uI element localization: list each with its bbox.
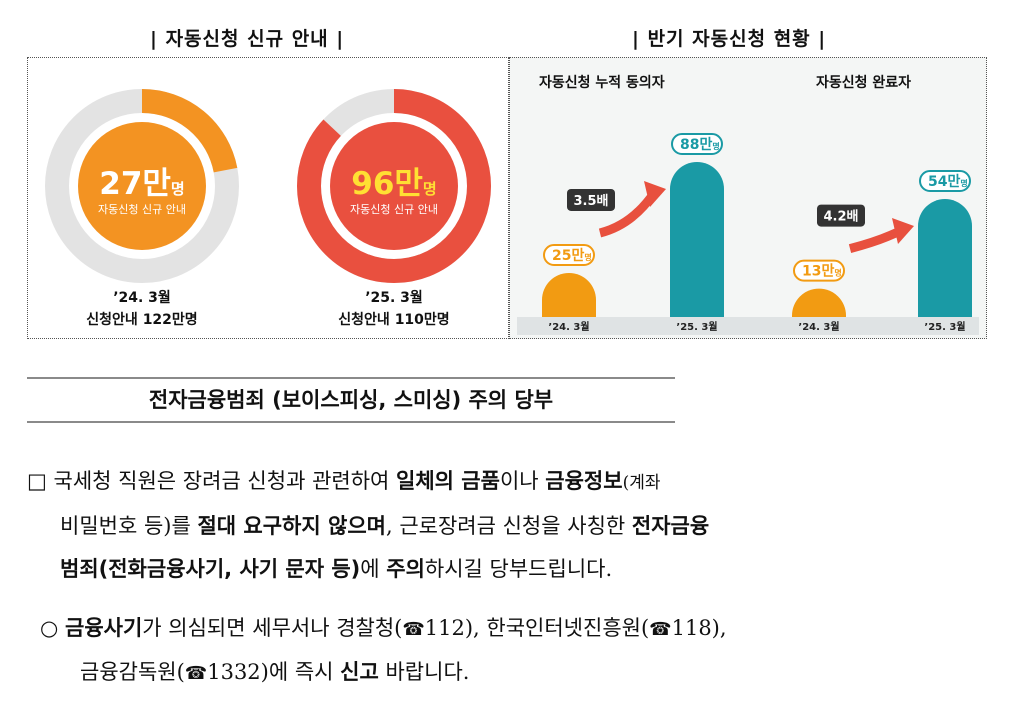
square-bullet-icon: □ bbox=[27, 469, 47, 493]
growth-badge-label: 4.2배 bbox=[824, 209, 859, 225]
bar-value-label: 25만명 bbox=[552, 248, 592, 264]
growth-badge-label: 3.5배 bbox=[574, 193, 609, 209]
donut-2024-caption: ’24. 3월 신청안내 122만명 bbox=[44, 287, 240, 331]
donut-2025-caption: ’25. 3월 신청안내 110만명 bbox=[296, 287, 492, 331]
donut-2025-unit: 명 bbox=[422, 180, 437, 198]
p1-text-1: 국세청 직원은 장려금 신청과 관련하여 bbox=[53, 469, 397, 493]
p1-text-4: 비밀번호 등)를 bbox=[60, 514, 198, 538]
donut-2024-value: 27만 bbox=[99, 166, 171, 202]
p2-text-1: 가 의심되면 세무서나 경찰청( bbox=[142, 616, 403, 640]
bar-value-pill bbox=[543, 243, 595, 266]
p1-bold-2: 금융정보 bbox=[545, 469, 623, 493]
bar-value-label: 88만명 bbox=[680, 137, 720, 153]
donut-2024 bbox=[45, 89, 239, 283]
bar-category-label: ’25. 3월 bbox=[924, 321, 965, 333]
bar bbox=[670, 162, 724, 317]
p2-bold-1: 금융사기 bbox=[65, 616, 143, 640]
growth-arrow-icon bbox=[848, 225, 905, 253]
circle-bullet-icon: ○ bbox=[40, 616, 59, 640]
bar bbox=[542, 272, 596, 317]
donut-2024-caption-date: ’24. 3월 bbox=[113, 290, 171, 306]
bar-value-label: 54만명 bbox=[928, 174, 968, 190]
warning-paragraph-2: ○ 금융사기가 의심되면 세무서나 경찰청(☎112), 한국인터넷진흥원(☎1… bbox=[40, 607, 995, 695]
bar-value-pill bbox=[793, 259, 845, 282]
p1-text-3: (계좌 bbox=[622, 473, 661, 493]
bar-charts: 25만명 ’24. 3월 88만명 ’25. 3월 3.5배 13만명 ’24. 3월 54만… bbox=[517, 133, 979, 335]
p1-bold-1: 일체의 금품 bbox=[396, 469, 500, 493]
phone-icon: ☎ bbox=[402, 619, 425, 640]
donut-2024-unit: 명 bbox=[170, 180, 185, 198]
p1-bold-6: 주의 bbox=[386, 557, 425, 581]
p1-text-7: 하시길 당부드립니다. bbox=[424, 557, 613, 581]
bar-category-label: ’25. 3월 bbox=[676, 321, 717, 333]
donut-2024-center: 27만명 자동신청 신규 안내 bbox=[44, 158, 240, 217]
p2-text-2: 금융감독원( bbox=[80, 660, 185, 684]
p2-bold-2: 신고 bbox=[340, 660, 379, 684]
left-section-title: | 자동신청 신규 안내 | bbox=[150, 28, 345, 50]
growth-badge bbox=[817, 204, 865, 227]
left-section-title-text: 자동신청 신규 안내 bbox=[165, 28, 329, 50]
chart-baseline-strip bbox=[517, 317, 979, 335]
p1-text-5: , 근로장려금 신청을 사칭한 bbox=[385, 514, 632, 538]
donut-2025-caption-total: 신청안내 110만명 bbox=[338, 312, 450, 328]
p1-bold-4: 전자금융 bbox=[631, 514, 710, 538]
p2-text-3: 바랍니다. bbox=[378, 660, 470, 684]
bar bbox=[792, 288, 846, 317]
bar-category-label: ’24. 3월 bbox=[548, 321, 589, 333]
p2-number-3: 1332)에 즉시 bbox=[207, 660, 341, 684]
bar-value-pill bbox=[671, 133, 723, 155]
donut-panel bbox=[27, 57, 509, 339]
p1-text-2: 이나 bbox=[499, 469, 546, 493]
bar bbox=[918, 199, 972, 317]
donut-2025-sub: 자동신청 신규 안내 bbox=[350, 203, 438, 216]
donut-2025-caption-date: ’25. 3월 bbox=[365, 290, 423, 306]
warning-paragraph-1: □ 국세청 직원은 장려금 신청과 관련하여 일체의 금품이나 금융정보(계좌 … bbox=[27, 460, 992, 591]
donut-2025-center: 96만명 자동신청 신규 안내 bbox=[296, 158, 492, 217]
bar-category-label: ’24. 3월 bbox=[798, 321, 839, 333]
phone-icon: ☎ bbox=[184, 663, 208, 684]
p1-bold-3: 절대 요구하지 않으며 bbox=[197, 514, 386, 538]
right-section-title-text: 반기 자동신청 현황 bbox=[647, 28, 811, 50]
growth-arrowhead-icon bbox=[892, 218, 914, 244]
p2-number-2: 118), bbox=[671, 616, 727, 640]
growth-badge bbox=[567, 188, 615, 211]
p1-bold-5: 범죄(전화금융사기, 사기 문자 등) bbox=[60, 557, 361, 581]
donut-2024-caption-total: 신청안내 122만명 bbox=[86, 312, 198, 328]
donut-2024-sub: 자동신청 신규 안내 bbox=[98, 203, 186, 216]
chart-completed-title: 자동신청 완료자 bbox=[816, 75, 912, 91]
donut-2025 bbox=[297, 89, 491, 283]
chart-cumulative-title: 자동신청 누적 동의자 bbox=[539, 75, 665, 91]
p2-number-1: 112), 한국인터넷진흥원( bbox=[424, 616, 650, 640]
p1-text-6: 에 bbox=[360, 557, 387, 581]
bar-value-pill bbox=[919, 170, 971, 192]
donut-2025-value: 96만 bbox=[351, 166, 423, 202]
phone-icon: ☎ bbox=[649, 619, 672, 640]
bar-value-label: 13만명 bbox=[802, 264, 842, 280]
warning-title: 전자금융범죄 (보이스피싱, 스미싱) 주의 당부 bbox=[27, 377, 675, 423]
growth-arrowhead-icon bbox=[644, 181, 666, 207]
right-section-title: | 반기 자동신청 현황 | bbox=[632, 28, 827, 50]
